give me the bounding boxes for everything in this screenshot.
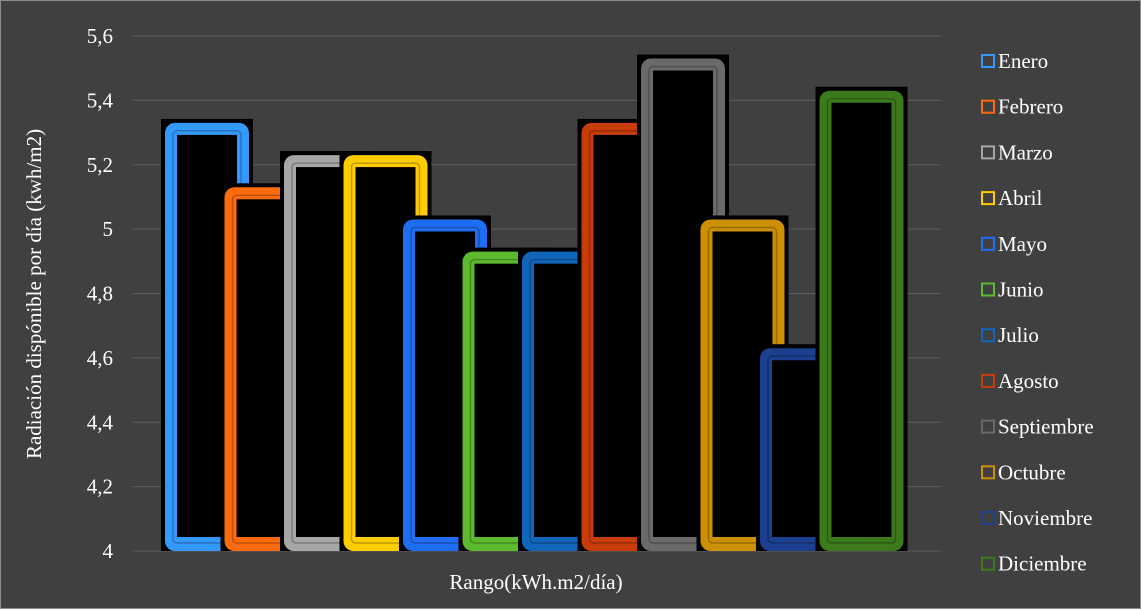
legend-label: Agosto [998,369,1059,393]
legend-swatch [981,236,995,251]
legend-swatch [981,191,995,206]
legend-swatch [981,465,995,480]
legend-item-marzo: Marzo [981,140,1053,164]
y-tick-label: 5 [103,217,114,241]
legend-swatch [981,373,995,388]
legend-item-diciembre: Diciembre [981,552,1087,576]
y-tick-label: 5,2 [87,153,113,177]
bars [161,54,908,551]
x-axis-title: Rango(kWh.m2/día) [449,570,622,594]
legend-item-noviembre: Noviembre [981,506,1092,530]
legend-label: Octubre [998,460,1066,484]
legend-label: Mayo [998,232,1047,256]
bar-diciembre [815,86,908,551]
legend-swatch [981,145,995,160]
legend: Enero Febrero Marzo Abril Mayo Junio Julio Agos… [981,49,1094,576]
legend-label: Junio [998,278,1044,302]
legend-item-octubre: Octubre [981,460,1066,484]
y-axis-title: Radiación dispónible por día (kwh/m2) [22,129,46,459]
y-tick-label: 4,6 [87,346,113,370]
legend-label: Febrero [998,95,1063,119]
legend-label: Septiembre [998,415,1094,439]
y-tick-label: 4,8 [87,282,113,306]
legend-label: Diciembre [998,552,1087,576]
legend-swatch [981,99,995,114]
legend-swatch [981,282,995,297]
legend-item-junio: Junio [981,278,1044,302]
y-axis-ticks: 4 4,2 4,4 4,6 4,8 5 5,2 5,4 5,6 [87,24,114,563]
legend-item-mayo: Mayo [981,232,1047,256]
legend-item-agosto: Agosto [981,369,1059,393]
legend-label: Noviembre [998,506,1092,530]
legend-label: Julio [998,323,1039,347]
y-tick-label: 4,2 [87,475,113,499]
legend-swatch [981,419,995,434]
y-tick-label: 5,4 [87,88,114,112]
legend-label: Marzo [998,140,1053,164]
legend-item-abril: Abril [981,186,1042,210]
legend-swatch [981,54,995,68]
legend-swatch [981,511,995,525]
y-tick-label: 4,4 [87,410,114,434]
legend-label: Abril [998,186,1042,210]
legend-swatch [981,556,995,571]
legend-item-julio: Julio [981,323,1039,347]
legend-item-septiembre: Septiembre [981,415,1094,439]
legend-swatch [981,328,995,343]
legend-item-febrero: Febrero [981,95,1063,119]
legend-item-enero: Enero [981,49,1048,73]
y-tick-label: 5,6 [87,24,113,48]
legend-label: Enero [998,49,1048,73]
y-tick-label: 4 [103,539,114,563]
